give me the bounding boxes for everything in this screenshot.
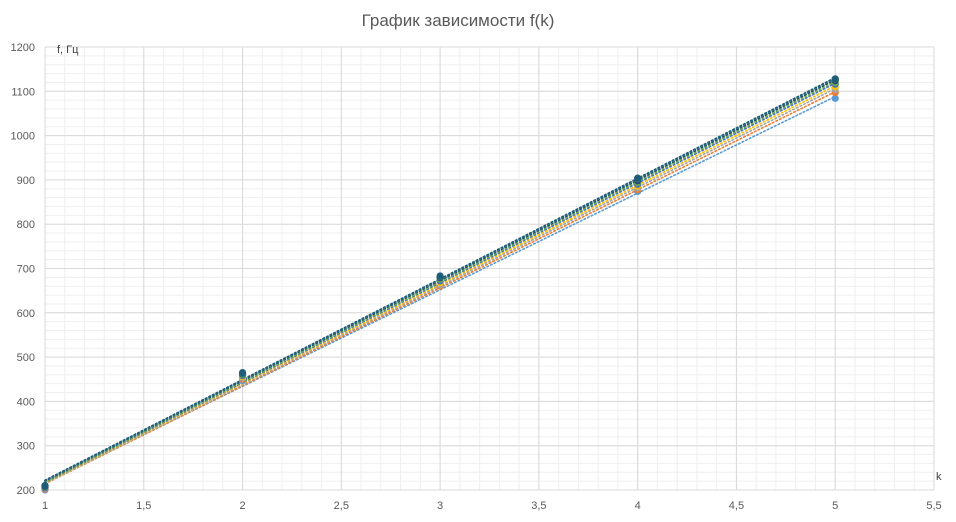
data-point-series-9 — [634, 174, 642, 182]
x-tick-label: 4 — [635, 500, 641, 512]
x-tick-label: 3,5 — [531, 500, 546, 512]
trendline-series-6 — [44, 80, 837, 483]
y-tick-label: 400 — [17, 396, 35, 408]
data-point-series-9 — [831, 75, 839, 83]
y-tick-label: 200 — [17, 485, 35, 497]
x-tick-label: 1,5 — [136, 500, 151, 512]
y-tick-label: 800 — [17, 219, 35, 231]
x-tick-label: 5,5 — [926, 500, 941, 512]
grid-major — [44, 46, 935, 491]
y-tick-labels: 200 300 400 500 600 700 800 900 1000 1100 1200 — [11, 42, 35, 497]
y-tick-label: 1000 — [11, 131, 35, 143]
y-tick-label: 700 — [17, 264, 35, 276]
y-tick-label: 1200 — [11, 42, 35, 54]
y-tick-label: 900 — [17, 175, 35, 187]
x-axis-label: k — [936, 471, 942, 483]
y-tick-label: 300 — [17, 441, 35, 453]
data-point-series-1 — [831, 94, 839, 102]
data-points — [41, 75, 839, 494]
trendline-series-5 — [44, 82, 837, 484]
x-tick-labels: 1 1,5 2 2,5 3 3,5 4 4,5 5 5,5 — [42, 500, 942, 512]
y-tick-label: 1100 — [11, 86, 35, 98]
data-point-series-9 — [41, 481, 49, 490]
data-point-series-9 — [436, 272, 444, 280]
x-tick-label: 1 — [42, 500, 48, 512]
y-axis-label: f, Гц — [57, 44, 79, 56]
x-tick-label: 2,5 — [334, 500, 349, 512]
data-point-series-9 — [238, 369, 247, 377]
chart-title: График зависимости f(k) — [362, 11, 555, 30]
x-tick-label: 5 — [832, 500, 838, 512]
y-tick-label: 600 — [17, 308, 35, 320]
y-tick-label: 500 — [17, 352, 35, 364]
x-tick-label: 4,5 — [729, 500, 744, 512]
x-tick-label: 3 — [437, 500, 443, 512]
x-tick-label: 2 — [239, 500, 245, 512]
